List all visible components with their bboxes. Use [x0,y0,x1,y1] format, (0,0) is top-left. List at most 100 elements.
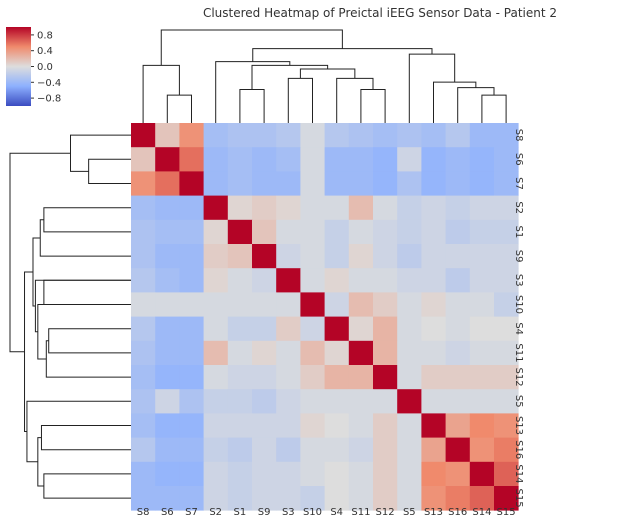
heatmap-cell-S13-S12 [373,413,398,438]
heatmap-cell-S7-S6 [155,171,180,196]
heatmap-cell-S9-S12 [373,244,398,269]
x-tick-label: S3 [282,507,295,518]
heatmap-cell-S5-S10 [300,389,325,414]
heatmap-cell-S16-S14 [469,437,495,463]
heatmap-cell-S10-S1 [227,292,253,317]
heatmap-cell-S14-S15 [494,461,519,487]
heatmap-cell-S1-S5 [397,219,422,245]
heatmap-cell-S12-S10 [300,365,325,390]
heatmap-cell-S10-S13 [421,292,446,317]
x-tick-label: S15 [497,507,516,518]
x-tick-label: S4 [330,507,343,518]
heatmap-cell-S2-S7 [179,195,204,221]
row-dendrogram-link [45,340,131,378]
heatmap-cell-S16-S11 [348,437,374,463]
colorbar-tick-label: −0.4 [37,78,61,89]
heatmap-cell-S4-S12 [373,316,398,342]
row-dendrogram-link [37,437,44,487]
heatmap-cell-S10-S5 [397,292,422,317]
heatmap-cell-S6-S3 [276,147,301,172]
heatmap-cell-S9-S11 [348,244,374,269]
x-tick-label: S1 [234,507,247,518]
heatmap-cell-S2-S6 [155,195,180,221]
heatmap-cell-S5-S4 [324,389,350,414]
heatmap-cell-S11-S16 [445,340,471,366]
column-dendrogram-link [457,87,495,123]
heatmap-cell-S4-S7 [179,316,204,342]
heatmap-cell-S1-S15 [494,219,519,245]
heatmap-cell-S6-S2 [203,147,229,172]
heatmap-cell-S13-S13 [421,413,446,438]
heatmap-cell-S12-S9 [252,365,277,390]
column-dendrogram-link [408,53,456,123]
heatmap-cell-S15-S7 [179,486,204,511]
heatmap-cell-S13-S8 [131,413,156,438]
heatmap-cell-S5-S16 [445,389,471,414]
heatmap-cell-S9-S7 [179,244,204,269]
y-tick-label: S15 [513,489,524,508]
heatmap-cell-S1-S6 [155,219,180,245]
heatmap-cell-S8-S7 [179,123,204,148]
heatmap-cell-S11-S6 [155,340,180,366]
heatmap-cell-S3-S12 [373,268,398,293]
x-tick-label: S13 [424,507,443,518]
column-dendrogram-link [160,29,343,66]
heatmap-cell-S3-S9 [252,268,277,293]
heatmap-cell-S4-S10 [300,316,325,342]
x-tick-label: S14 [472,507,491,518]
heatmap-cell-S7-S7 [179,171,204,196]
heatmap-cell-S8-S4 [324,123,350,148]
heatmap-cell-S4-S6 [155,316,180,342]
heatmap-cell-S13-S15 [494,413,519,438]
heatmap-cell-S15-S10 [300,486,325,511]
heatmap-cell-S10-S14 [469,292,495,317]
heatmap-cell-S8-S9 [252,123,277,148]
heatmap-cell-S4-S11 [348,316,374,342]
column-dendrogram-link [299,68,356,79]
heatmap-cell-S12-S16 [445,365,471,390]
heatmap-cell-S9-S14 [469,244,495,269]
heatmap-cell-S13-S7 [179,413,204,438]
heatmap-cell-S7-S13 [421,171,446,196]
heatmap-cell-S8-S5 [397,123,422,148]
heatmap-cell-S16-S16 [445,437,471,463]
heatmap-cell-S8-S1 [227,123,253,148]
x-tick-label: S5 [403,507,416,518]
heatmap-cell-S15-S6 [155,486,180,511]
heatmap-cell-S10-S15 [494,292,519,317]
heatmap-cell-S4-S16 [445,316,471,342]
heatmap-cell-S6-S16 [445,147,471,172]
heatmap-cell-S6-S1 [227,147,253,172]
x-tick-label: S16 [448,507,467,518]
heatmap-cell-S7-S11 [348,171,374,196]
heatmap-cell-S14-S8 [131,461,156,487]
row-dendrogram-link [26,400,131,463]
heatmap-cell-S15-S15 [494,486,519,511]
heatmap-cell-S2-S16 [445,195,471,221]
heatmap-cell-S6-S6 [155,147,180,172]
heatmap-cell-S10-S9 [252,292,277,317]
heatmap-cell-S3-S15 [494,268,519,293]
x-tick-label: S9 [258,507,271,518]
x-tick-label: S10 [303,507,322,518]
heatmap-cell-S14-S14 [469,461,495,487]
heatmap-cell-S11-S15 [494,340,519,366]
heatmap-cell-S7-S12 [373,171,398,196]
heatmap-cell-S9-S5 [397,244,422,269]
y-tick-labels: S8 S6 S7 S2 S1 S9 S3 S10 S4 S11 S12 S5 S13 S16 S14 S15 [513,129,524,508]
x-tick-label: S6 [161,507,174,518]
heatmap-cell-S5-S1 [227,389,253,414]
heatmap-cell-S14-S4 [324,461,350,487]
heatmap-cell-S16-S13 [421,437,446,463]
heatmap-cell-S3-S10 [300,268,325,293]
heatmap-cell-S5-S14 [469,389,495,414]
heatmap-cell-S14-S5 [397,461,422,487]
y-tick-label: S14 [513,464,524,483]
heatmap-cell-S8-S15 [494,123,519,148]
row-dendrogram-link [24,271,33,433]
x-tick-label: S2 [209,507,222,518]
colorbar [6,27,31,106]
heatmap-cell-S2-S12 [373,195,398,221]
heatmap-cell-S2-S5 [397,195,422,221]
